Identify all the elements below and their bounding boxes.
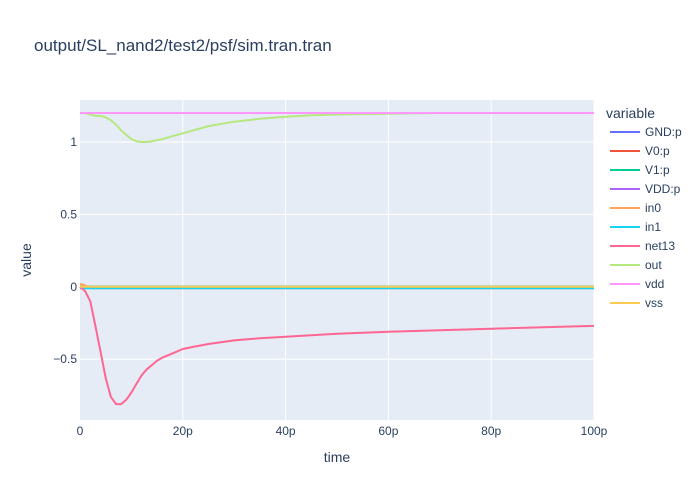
series-line-out[interactable] xyxy=(80,112,594,143)
legend-item[interactable]: vdd xyxy=(610,277,664,291)
series-line-net13[interactable] xyxy=(79,286,595,406)
legend-label: V0:p xyxy=(645,144,670,158)
legend-label: in1 xyxy=(645,220,661,234)
legend-item[interactable]: in1 xyxy=(610,220,661,234)
legend-item[interactable]: out xyxy=(610,258,662,272)
legend-label: vdd xyxy=(645,277,664,291)
legend-item[interactable]: net13 xyxy=(610,239,675,253)
legend-item[interactable]: V1:p xyxy=(610,163,670,177)
x-tick-label: 0 xyxy=(77,424,84,438)
x-tick-label: 40p xyxy=(276,424,296,438)
y-tick-label: 0 xyxy=(70,280,77,294)
legend-item[interactable]: VDD:p xyxy=(610,182,681,196)
legend: variable GND:p V0:p V1:p VDD:p in0 in1 net13 ou… xyxy=(606,105,682,310)
legend-item[interactable]: in0 xyxy=(610,201,661,215)
legend-label: in0 xyxy=(645,201,661,215)
legend-label: GND:p xyxy=(645,125,682,139)
y-axis-ticks: 1 0.5 0 −0.5 xyxy=(53,135,77,366)
y-axis-title: value xyxy=(18,243,34,277)
plot-area[interactable] xyxy=(80,100,594,420)
series-lines xyxy=(79,112,595,406)
x-tick-label: 20p xyxy=(173,424,193,438)
x-axis-title: time xyxy=(324,449,351,465)
legend-label: out xyxy=(645,258,662,272)
legend-item[interactable]: vss xyxy=(610,296,663,310)
x-axis-ticks: 0 20p 40p 60p 80p 100p xyxy=(77,424,608,438)
legend-label: V1:p xyxy=(645,163,670,177)
legend-label: VDD:p xyxy=(645,182,681,196)
y-tick-label: −0.5 xyxy=(53,352,77,366)
legend-label: vss xyxy=(645,296,663,310)
y-tick-label: 0.5 xyxy=(60,207,77,221)
legend-item[interactable]: GND:p xyxy=(610,125,682,139)
x-tick-label: 100p xyxy=(581,424,608,438)
legend-title: variable xyxy=(606,105,655,121)
legend-item[interactable]: V0:p xyxy=(610,144,670,158)
y-tick-label: 1 xyxy=(70,135,77,149)
x-tick-label: 60p xyxy=(378,424,398,438)
x-tick-label: 80p xyxy=(481,424,501,438)
legend-label: net13 xyxy=(645,239,675,253)
chart-title: output/SL_nand2/test2/psf/sim.tran.tran xyxy=(34,36,332,55)
